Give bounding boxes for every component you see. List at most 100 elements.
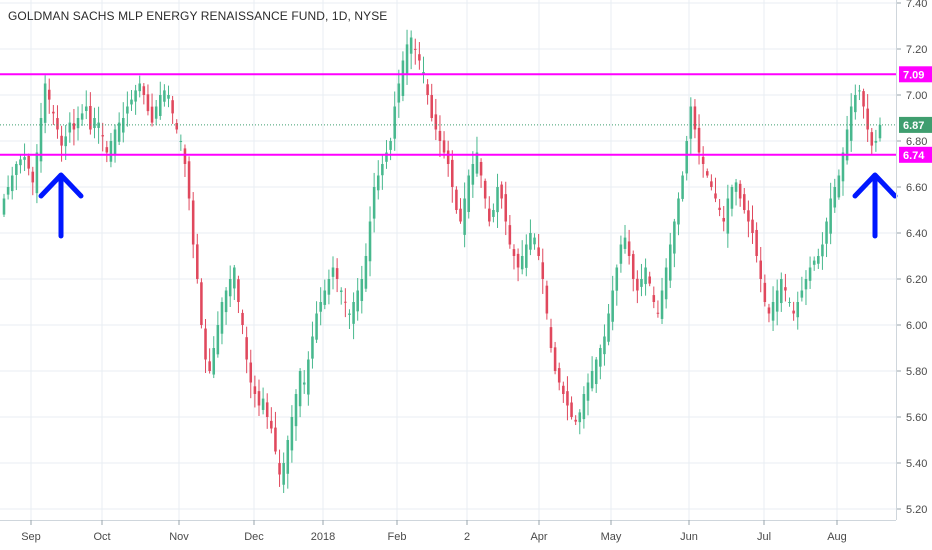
candle-down: [718, 207, 721, 210]
candles: [2, 29, 882, 493]
candle-down: [545, 285, 549, 314]
candle-up: [216, 325, 220, 355]
candle-up: [43, 83, 47, 123]
candle-down: [714, 193, 717, 199]
time-tick-label: Oct: [93, 531, 110, 543]
candle-up: [323, 290, 327, 305]
candle-down: [245, 337, 248, 360]
candle-up: [163, 90, 166, 102]
candle-up: [858, 90, 861, 92]
candle-up: [849, 106, 853, 141]
candle-up: [775, 290, 779, 312]
price-tick-label: 6.00: [906, 320, 927, 332]
price-tick-label: 6.20: [906, 274, 927, 286]
candle-down: [150, 106, 154, 123]
candle-up: [130, 99, 133, 105]
candle-up: [525, 244, 528, 268]
candle-up: [228, 279, 232, 297]
candle-down: [541, 262, 545, 279]
candle-up: [138, 83, 141, 92]
time-tick-label: Feb: [388, 531, 407, 543]
candle-up: [282, 463, 285, 485]
candle-up: [397, 83, 401, 103]
candle-up: [422, 72, 425, 74]
candle-up: [409, 37, 413, 54]
candle-up: [39, 118, 43, 162]
candle-down: [710, 181, 713, 187]
candle-up: [660, 290, 664, 319]
candle-up: [611, 290, 614, 322]
candle-down: [557, 368, 561, 383]
price-tick-label: 7.20: [906, 44, 927, 56]
candle-down: [31, 171, 35, 183]
candle-up: [327, 279, 331, 295]
candle-down: [656, 312, 660, 314]
candle-down: [89, 105, 92, 130]
candle-up: [372, 187, 376, 219]
candle-down: [570, 402, 573, 417]
candle-up: [109, 141, 113, 162]
candle-up: [84, 106, 88, 112]
time-tick-label: Nov: [169, 531, 189, 543]
price-tick-label: 5.60: [906, 412, 927, 424]
candle-up: [607, 313, 610, 342]
candle-down: [27, 155, 30, 169]
candle-up: [356, 290, 359, 312]
candle-up: [331, 267, 335, 277]
candle-up: [315, 313, 318, 340]
candle-down: [562, 385, 565, 394]
candle-down: [566, 391, 569, 406]
candle-down: [743, 194, 746, 210]
level-price-tag-label: 7.09: [903, 69, 924, 81]
candle-up: [298, 371, 302, 407]
candle-up: [677, 198, 680, 225]
candle-down: [455, 189, 458, 210]
candle-down: [253, 386, 257, 394]
candle-down: [60, 135, 63, 146]
candle-up: [159, 95, 162, 116]
candle-up: [475, 152, 479, 174]
candle-up: [878, 124, 882, 139]
candle-down: [862, 91, 865, 107]
candle-up: [734, 182, 738, 192]
candle-up: [64, 136, 67, 147]
candle-up: [681, 175, 684, 199]
candle-down: [335, 268, 339, 279]
candle-up: [817, 256, 820, 264]
candle-up: [812, 260, 816, 265]
candle-up: [829, 198, 832, 234]
candle-down: [459, 208, 462, 222]
candle-down: [549, 327, 553, 348]
candle-down: [636, 278, 639, 291]
candle-down: [237, 279, 240, 302]
candle-up: [463, 198, 466, 235]
candle-down: [537, 247, 540, 256]
price-tags: 7.09 6.74 6.87: [899, 66, 932, 163]
candle-up: [352, 302, 355, 324]
candle-up: [673, 221, 676, 254]
candle-down: [504, 194, 508, 222]
candle-up: [825, 221, 828, 244]
price-tick-label: 7.00: [906, 90, 927, 102]
candle-up: [401, 60, 405, 96]
candle-up: [796, 302, 800, 318]
candle-up: [529, 233, 532, 250]
time-tick-label: Sep: [21, 531, 41, 543]
candle-up: [837, 175, 841, 198]
price-tick-label: 5.40: [906, 458, 927, 470]
candle-down: [146, 94, 150, 112]
candle-up: [294, 394, 298, 427]
candle-down: [697, 127, 701, 153]
candle-down: [451, 159, 454, 187]
time-tick-label: Jul: [757, 531, 771, 543]
candle-down: [553, 347, 557, 371]
candle-up: [841, 152, 845, 182]
price-tick-label: 5.20: [906, 504, 927, 516]
candle-up: [233, 267, 236, 289]
candle-down: [278, 463, 281, 475]
candle-up: [97, 122, 100, 128]
candle-down: [171, 100, 174, 114]
candle-down: [751, 219, 754, 233]
candle-down: [755, 229, 758, 256]
